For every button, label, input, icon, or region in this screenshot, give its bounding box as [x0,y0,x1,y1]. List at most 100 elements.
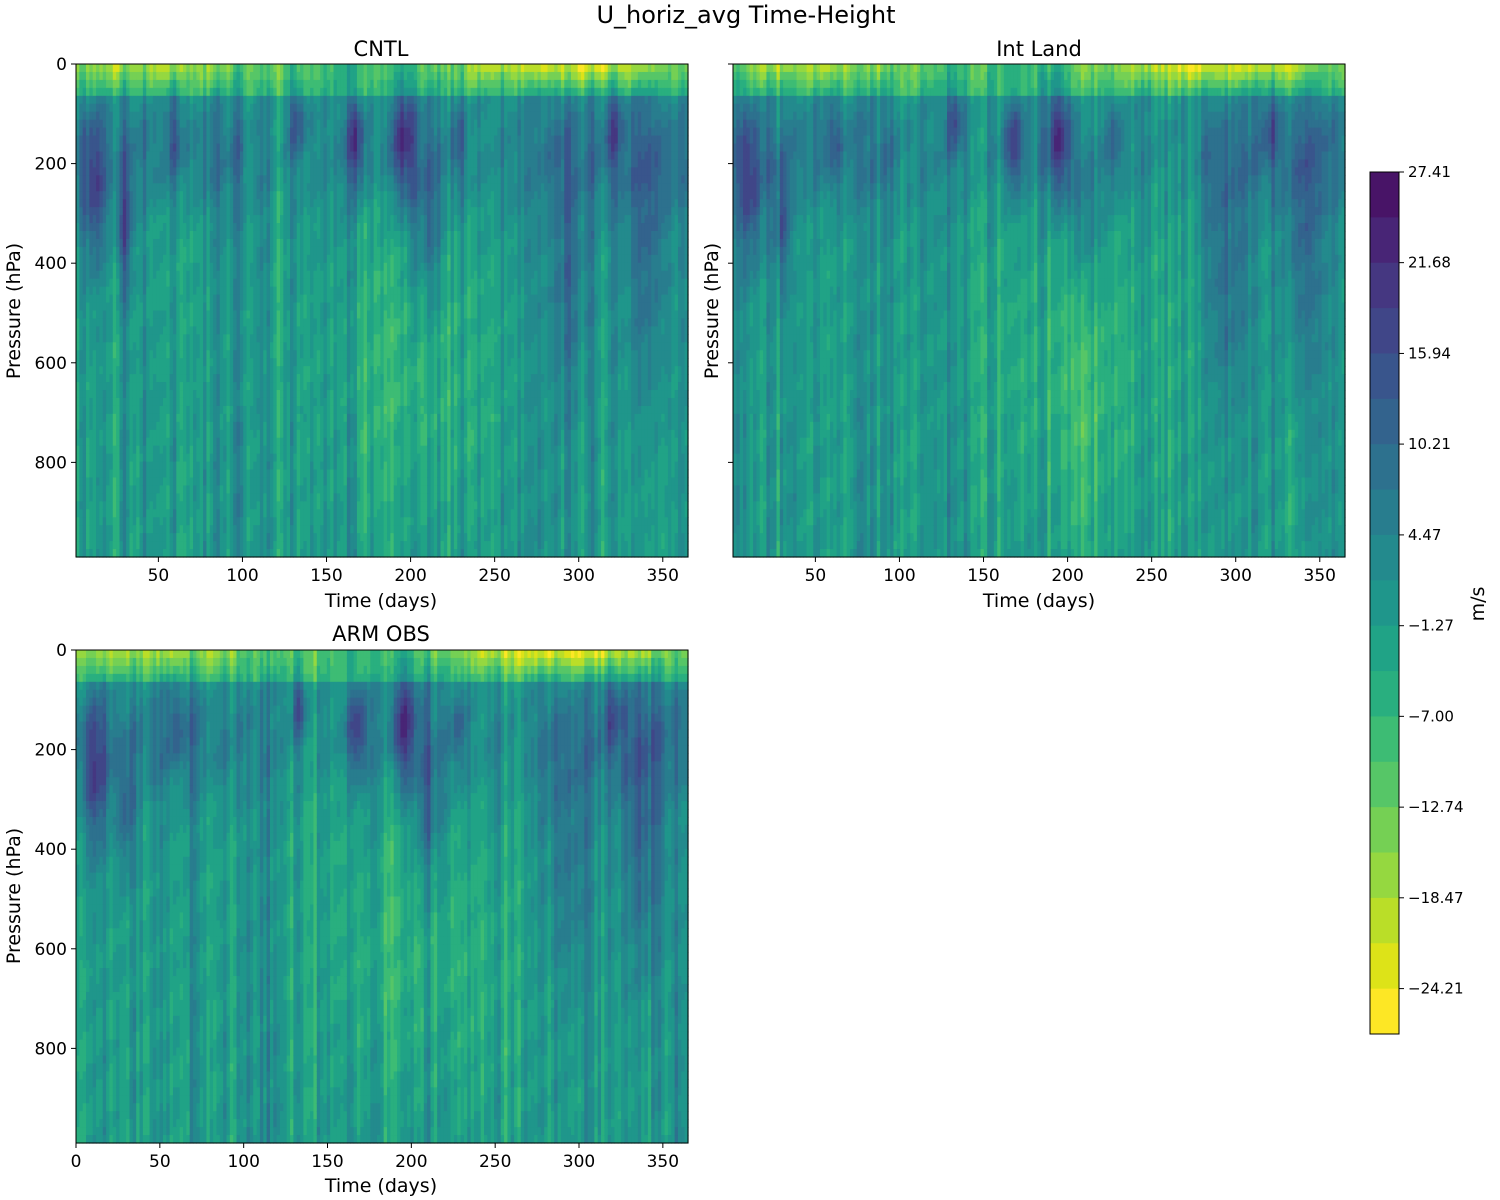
heatmap-cell [156,342,161,351]
heatmap-cell [316,223,321,232]
heatmap-cell [236,493,241,502]
heatmap-cell [169,549,174,558]
heatmap-cell [172,223,177,232]
heatmap-cell [203,302,208,312]
heatmap-cell [92,191,97,200]
heatmap-cell [89,87,94,97]
heatmap-cell [259,270,264,280]
heatmap-cell [236,334,241,343]
heatmap-cell [152,350,157,359]
heatmap-cell [226,541,231,550]
heatmap-cell [196,350,201,359]
heatmap-cell [253,358,258,367]
heatmap-cell [149,294,154,304]
heatmap-cell [286,183,291,192]
heatmap-cell [213,175,218,184]
heatmap-cell [189,461,194,471]
heatmap-cell [132,390,137,399]
heatmap-cell [216,485,221,494]
heatmap-cell [330,517,335,526]
heatmap-cell [126,358,131,367]
heatmap-cell [183,421,187,431]
heatmap-cell [106,238,111,248]
heatmap-cell [280,270,284,280]
heatmap-cell [243,135,248,145]
heatmap-cell [286,199,291,208]
heatmap-cell [166,238,171,248]
heatmap-cell [189,191,194,200]
heatmap-cell [236,421,241,431]
heatmap-cell [136,397,141,407]
heatmap-cell [216,135,221,145]
heatmap-cell [306,151,311,161]
heatmap-cell [320,294,325,304]
heatmap-cell [196,445,201,455]
heatmap-cell [223,127,228,137]
heatmap-cell [112,533,117,542]
heatmap-cell [226,175,231,184]
heatmap-cell [142,541,147,550]
heatmap-cell [89,461,94,471]
heatmap-cell [239,79,244,89]
heatmap-cell [159,549,164,558]
heatmap-cell [86,429,90,439]
heatmap-cell [253,183,258,192]
heatmap-cell [239,413,244,423]
heatmap-cell [162,223,167,232]
heatmap-cell [303,429,308,439]
heatmap-cell [223,215,228,224]
heatmap-cell [246,366,251,375]
heatmap-cell [306,175,311,184]
heatmap-cell [306,215,311,224]
heatmap-cell [256,525,261,534]
heatmap-cell [106,326,111,335]
heatmap-cell [286,501,291,510]
heatmap-cell [266,310,271,320]
heatmap-cell [286,533,291,542]
heatmap-cell [266,175,271,184]
heatmap-cell [156,429,161,439]
heatmap-cell [152,342,157,351]
heatmap-cell [290,87,294,97]
heatmap-cell [203,175,208,184]
heatmap-cell [76,397,80,407]
heatmap-cell [276,517,281,526]
heatmap-cell [293,87,298,97]
heatmap-cell [169,374,174,383]
heatmap-cell [213,87,218,97]
heatmap-cell [286,207,291,216]
heatmap-cell [223,326,228,335]
heatmap-cell [183,103,187,113]
heatmap-cell [246,215,251,224]
heatmap-cell [82,95,87,105]
heatmap-cell [209,302,214,312]
heatmap-cell [310,230,315,240]
heatmap-cell [136,159,141,168]
heatmap-cell [99,64,104,73]
heatmap-cell [283,477,288,487]
heatmap-cell [142,87,147,97]
heatmap-cell [239,485,244,494]
heatmap-cell [343,230,348,240]
heatmap-cell [183,413,187,423]
heatmap-cell [76,151,80,161]
heatmap-cell [183,64,187,73]
heatmap-cell [239,477,244,487]
heatmap-cell [186,238,191,248]
heatmap-cell [226,230,231,240]
heatmap-cell [209,278,214,288]
heatmap-cell [320,334,325,343]
heatmap-cell [152,111,157,121]
heatmap-cell [112,326,117,335]
heatmap-cell [166,310,171,320]
heatmap-cell [129,103,134,113]
heatmap-cell [109,358,114,367]
heatmap-cell [236,509,241,518]
heatmap-cell [82,517,87,526]
heatmap-cell [213,397,218,407]
heatmap-cell [96,230,101,240]
heatmap-cell [146,461,151,471]
heatmap-cell [226,517,231,526]
heatmap-cell [189,469,194,479]
heatmap-cell [303,517,308,526]
